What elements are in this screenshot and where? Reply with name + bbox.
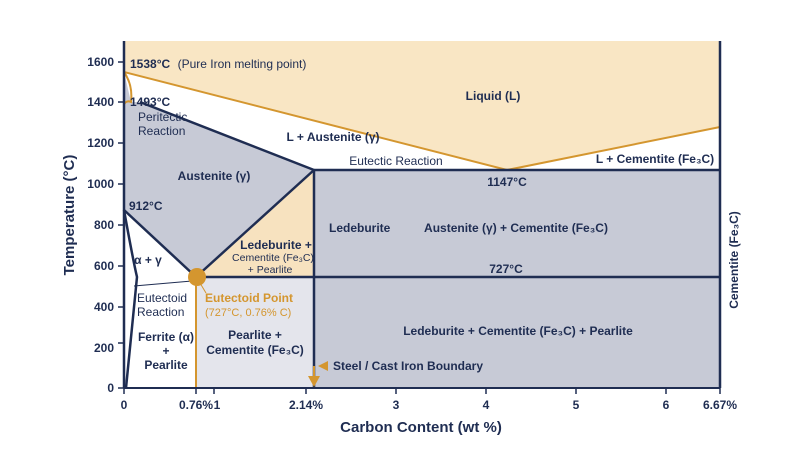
l-cementite-label: L + Cementite (Fe₃C) bbox=[596, 152, 714, 166]
pearlite-line2: Cementite (Fe₃C) bbox=[206, 343, 304, 357]
region-pearlite-cementite bbox=[196, 277, 314, 388]
x-tick-6-67: 6.67% bbox=[703, 398, 737, 412]
boundary-arrow-down bbox=[308, 376, 320, 387]
l-austenite-label: L + Austenite (γ) bbox=[286, 130, 379, 144]
led-triangle-line2: Cementite (Fe₃C) bbox=[232, 252, 314, 264]
cementite-axis-title: Cementite (Fe₃C) bbox=[727, 211, 741, 309]
y-tick-800: 800 bbox=[94, 218, 114, 232]
alpha-gamma-label: α + γ bbox=[134, 253, 162, 267]
temp-912-label: 912°C bbox=[129, 199, 163, 213]
led-triangle-line1: Ledeburite + bbox=[240, 238, 312, 252]
region-delta bbox=[124, 72, 131, 104]
eutectic-reaction-label: Eutectic Reaction bbox=[349, 154, 442, 168]
ferrite-solvus bbox=[122, 209, 139, 389]
x-tick-2-14: 2.14% bbox=[289, 398, 323, 412]
y-tick-600: 600 bbox=[94, 259, 114, 273]
led-cem-pearlite-label: Ledeburite + Cementite (Fe₃C) + Pearlite bbox=[403, 324, 633, 338]
peritectic-line1: Peritectic bbox=[138, 110, 187, 124]
x-tick-3: 3 bbox=[393, 398, 400, 412]
eutectoid-point-label: Eutectoid Point bbox=[205, 291, 293, 305]
y-tick-1400: 1400 bbox=[87, 95, 114, 109]
region-led-cem-pearlite bbox=[314, 277, 720, 388]
eutectoid-line2: Reaction bbox=[137, 305, 184, 319]
eutectoid-line1: Eutectoid bbox=[137, 291, 187, 305]
eutectoid-leader bbox=[133, 280, 193, 287]
liquid-label: Liquid (L) bbox=[466, 89, 521, 103]
y-tick-400: 400 bbox=[94, 300, 114, 314]
region-liquid bbox=[124, 41, 720, 170]
x-tick-0: 0 bbox=[121, 398, 128, 412]
eutectoid-coords-label: (727°C, 0.76% C) bbox=[205, 307, 291, 319]
led-triangle-line3: + Pearlite bbox=[248, 264, 293, 276]
a3-line bbox=[123, 209, 197, 278]
x-axis-title: Carbon Content (wt %) bbox=[340, 419, 502, 436]
y-axis-title: Temperature (°C) bbox=[61, 155, 78, 276]
region-austenite bbox=[124, 102, 314, 277]
region-aust-cementite bbox=[314, 170, 720, 277]
eutectic-temp-label: 1147°C bbox=[487, 175, 527, 189]
y-tick-200: 200 bbox=[94, 341, 114, 355]
x-tick-4: 4 bbox=[483, 398, 490, 412]
x-tick-1: 1 bbox=[214, 398, 221, 412]
ferrite-line3: Pearlite bbox=[144, 358, 188, 372]
eutectoid-point-leader bbox=[199, 282, 207, 294]
ferrite-line1: Ferrite (α) bbox=[138, 330, 194, 344]
solidus-line bbox=[139, 100, 315, 172]
ferrite-line2: + bbox=[162, 344, 169, 358]
austenite-label: Austenite (γ) bbox=[178, 169, 251, 183]
delta-curve bbox=[123, 71, 133, 105]
temp-727-label: 727°C bbox=[489, 262, 523, 276]
y-tick-1600: 1600 bbox=[87, 55, 114, 69]
ledeburite-label: Ledeburite bbox=[329, 221, 391, 235]
x-ticks bbox=[123, 388, 721, 394]
y-ticks bbox=[118, 61, 124, 389]
eutectoid-point-marker bbox=[188, 268, 206, 286]
boundary-arrow-left bbox=[318, 361, 328, 371]
boundary-label: Steel / Cast Iron Boundary bbox=[333, 359, 483, 373]
y-tick-1000: 1000 bbox=[87, 177, 114, 191]
x-tick-0-76: 0.76% bbox=[179, 398, 213, 412]
y-tick-1200: 1200 bbox=[87, 136, 114, 150]
peritectic-line2: Reaction bbox=[138, 124, 185, 138]
aust-cementite-label: Austenite (γ) + Cementite (Fe₃C) bbox=[424, 221, 608, 235]
x-tick-6: 6 bbox=[663, 398, 670, 412]
pearlite-line1: Pearlite + bbox=[228, 328, 282, 342]
peritectic-temp-label: 1493°C bbox=[130, 95, 170, 109]
acm-line bbox=[195, 169, 315, 278]
x-tick-5: 5 bbox=[573, 398, 580, 412]
melting-point-label: 1538°C (Pure Iron melting point) bbox=[130, 55, 306, 72]
y-tick-0: 0 bbox=[107, 381, 114, 395]
